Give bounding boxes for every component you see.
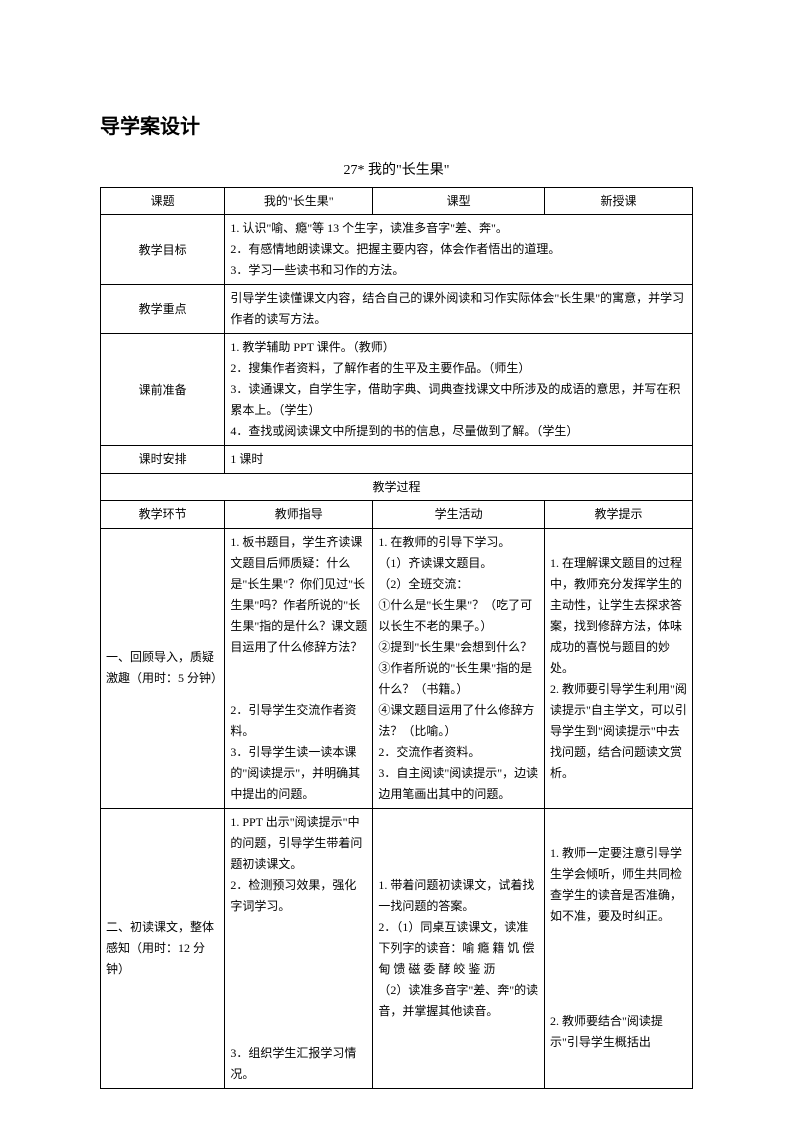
step1-c3: 1. 在教师的引导下学习。（1）齐读课文题目。（2）全班交流：①什么是"长生果"… — [373, 528, 545, 808]
process-col1: 教学环节 — [101, 501, 225, 528]
step1-c4: 1. 在理解课文题目的过程中，教师充分发挥学生的主动性，让学生去探求答案，找到修… — [544, 528, 692, 808]
step2-c2: 1. PPT 出示"阅读提示"中的问题，引导学生带着问题初读课文。2．检测预习效… — [225, 808, 373, 1088]
goals-label: 教学目标 — [101, 215, 225, 285]
step2-c4: 1. 教师一定要注意引导学生学会倾听，师生共同检查学生的读音是否准确，如不准，要… — [544, 808, 692, 1088]
sched-label: 课时安排 — [101, 446, 225, 473]
step1-row: 一、回顾导入，质疑激趣（用时：5 分钟） 1. 板书题目，学生齐读课文题目后师质… — [101, 528, 693, 808]
lesson-title: 27* 我的"长生果" — [100, 159, 693, 179]
header-c1: 课题 — [101, 188, 225, 215]
goals-text: 1. 认识"喻、瘾"等 13 个生字，读准多音字"差、奔"。2．有感情地朗读课文… — [225, 215, 693, 285]
step1-c2: 1. 板书题目，学生齐读课文题目后师质疑：什么是"长生果"？你们见过"长生果"吗… — [225, 528, 373, 808]
sched-text: 1 课时 — [225, 446, 693, 473]
header-row: 课题 我的"长生果" 课型 新授课 — [101, 188, 693, 215]
step2-row: 二、初读课文，整体感知（用时：12 分钟） 1. PPT 出示"阅读提示"中的问… — [101, 808, 693, 1088]
step1-c1: 一、回顾导入，质疑激趣（用时：5 分钟） — [101, 528, 225, 808]
prep-row: 课前准备 1. 教学辅助 PPT 课件。（教师）2．搜集作者资料，了解作者的生平… — [101, 334, 693, 446]
focus-label: 教学重点 — [101, 285, 225, 334]
step2-c1: 二、初读课文，整体感知（用时：12 分钟） — [101, 808, 225, 1088]
doc-title: 导学案设计 — [100, 110, 693, 139]
process-cols-row: 教学环节 教师指导 学生活动 教学提示 — [101, 501, 693, 528]
goals-row: 教学目标 1. 认识"喻、瘾"等 13 个生字，读准多音字"差、奔"。2．有感情… — [101, 215, 693, 285]
prep-text: 1. 教学辅助 PPT 课件。（教师）2．搜集作者资料，了解作者的生平及主要作品… — [225, 334, 693, 446]
process-header: 教学过程 — [101, 473, 693, 500]
header-c2: 我的"长生果" — [225, 188, 373, 215]
prep-label: 课前准备 — [101, 334, 225, 446]
sched-row: 课时安排 1 课时 — [101, 446, 693, 473]
process-col2: 教师指导 — [225, 501, 373, 528]
focus-text: 引导学生读懂课文内容，结合自己的课外阅读和习作实际体会"长生果"的寓意，并学习作… — [225, 285, 693, 334]
header-c4: 新授课 — [544, 188, 692, 215]
process-col3: 学生活动 — [373, 501, 545, 528]
focus-row: 教学重点 引导学生读懂课文内容，结合自己的课外阅读和习作实际体会"长生果"的寓意… — [101, 285, 693, 334]
header-c3: 课型 — [373, 188, 545, 215]
process-header-row: 教学过程 — [101, 473, 693, 500]
step2-c3: 1. 带着问题初读课文，试着找一找问题的答案。2．（1）同桌互读课文，读准下列字… — [373, 808, 545, 1088]
lesson-plan-table: 课题 我的"长生果" 课型 新授课 教学目标 1. 认识"喻、瘾"等 13 个生… — [100, 187, 693, 1089]
process-col4: 教学提示 — [544, 501, 692, 528]
